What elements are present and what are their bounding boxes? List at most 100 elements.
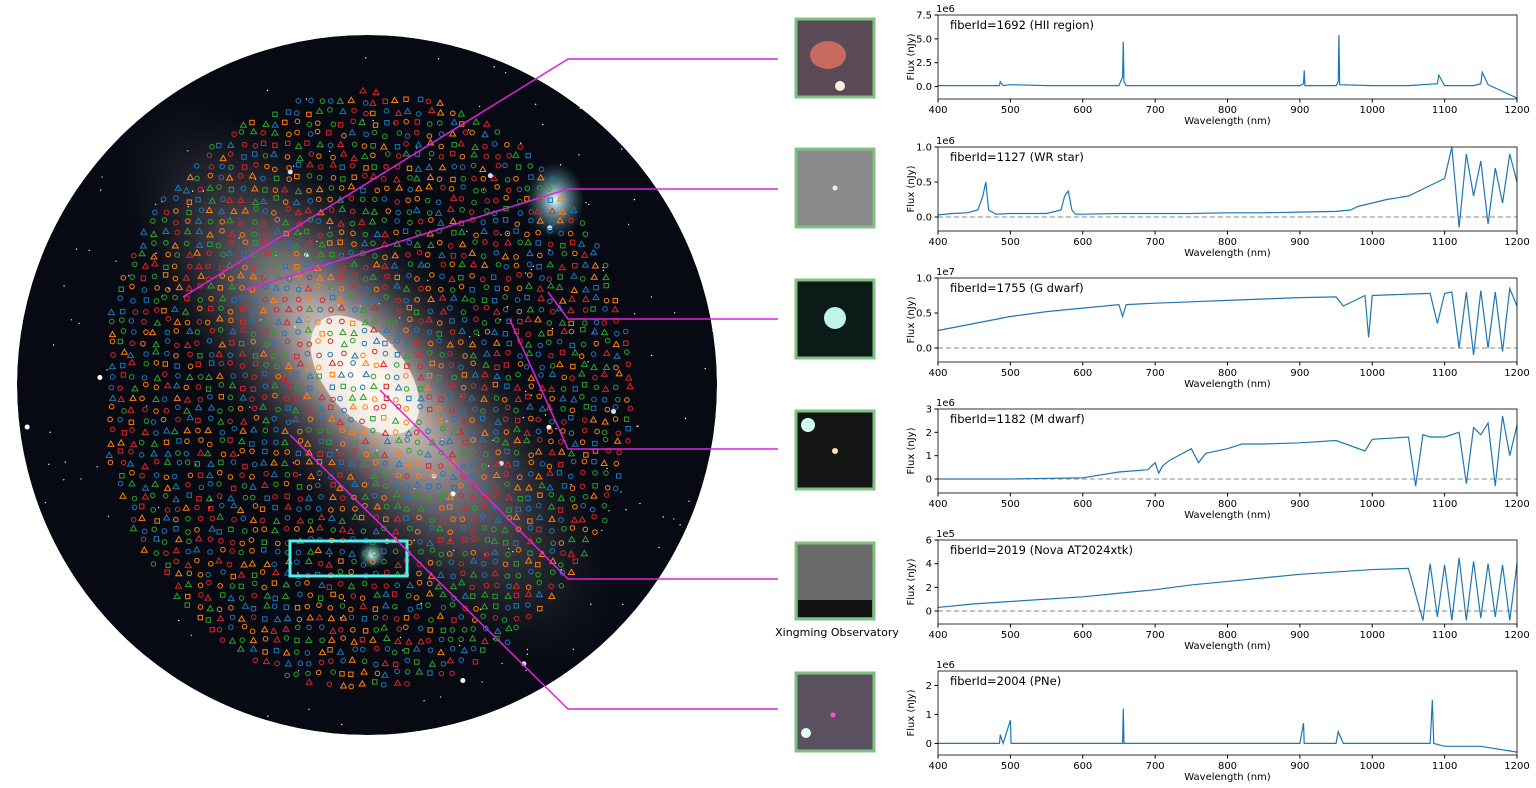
fiber-marker xyxy=(417,538,423,545)
fiber-marker xyxy=(415,473,422,479)
fiber-marker xyxy=(449,460,456,466)
x-tick-label: 500 xyxy=(1001,761,1020,772)
fiber-marker xyxy=(292,198,301,206)
fiber-marker xyxy=(350,386,357,392)
fiber-marker xyxy=(218,459,224,466)
fiber-marker xyxy=(393,362,400,368)
fiber-marker xyxy=(259,458,268,466)
fiber-marker xyxy=(153,384,160,390)
fiber-marker xyxy=(197,472,204,478)
fiber-marker xyxy=(373,405,380,411)
fiber-marker xyxy=(557,447,566,455)
fiber-marker xyxy=(511,151,520,158)
star xyxy=(399,636,402,639)
star xyxy=(99,189,102,191)
fiber-marker xyxy=(516,474,523,481)
fiber-marker xyxy=(434,209,443,216)
fiber-marker xyxy=(425,637,432,644)
fiber-marker xyxy=(468,393,476,401)
fiber-marker xyxy=(337,370,346,378)
fiber-marker xyxy=(459,206,465,213)
fiber-marker xyxy=(524,340,533,348)
fiber-marker xyxy=(150,449,158,457)
fiber-marker xyxy=(556,216,564,224)
fiber-marker xyxy=(384,374,391,380)
fiber-marker xyxy=(437,418,443,424)
y-offset-label: 1e6 xyxy=(936,136,955,147)
star xyxy=(78,322,80,325)
fiber-marker xyxy=(371,492,378,499)
fiber-marker xyxy=(218,502,225,509)
fiber-marker xyxy=(524,602,531,608)
fiber-marker xyxy=(270,353,277,360)
fiber-marker xyxy=(604,484,611,491)
fiber-marker xyxy=(306,372,314,379)
fiber-marker xyxy=(439,590,447,598)
fiber-marker xyxy=(197,353,203,359)
fiber-marker xyxy=(581,260,590,268)
fiber-marker xyxy=(549,528,555,534)
star xyxy=(458,644,461,647)
star xyxy=(500,234,502,236)
fiber-marker xyxy=(284,514,291,521)
fiber-marker xyxy=(568,430,575,437)
fiber-marker xyxy=(141,484,150,491)
fiber-marker xyxy=(459,450,466,456)
fiber-marker xyxy=(458,364,464,371)
x-tick-label: 500 xyxy=(1001,630,1020,641)
fiber-marker xyxy=(415,460,422,466)
fiber-marker xyxy=(207,281,215,289)
fiber-marker xyxy=(105,451,114,459)
fiber-marker xyxy=(504,448,510,455)
fiber-marker xyxy=(109,426,116,433)
fiber-marker xyxy=(593,284,599,291)
star xyxy=(97,374,103,380)
fiber-marker xyxy=(262,296,269,303)
fiber-marker xyxy=(446,205,455,212)
fiber-marker xyxy=(165,251,171,258)
fiber-marker xyxy=(526,537,535,545)
fiber-marker xyxy=(382,590,390,597)
spectrum-line xyxy=(937,146,1518,228)
fiber-marker xyxy=(292,471,299,478)
fiber-marker xyxy=(182,273,191,281)
fiber-marker xyxy=(602,436,609,443)
fiber-marker xyxy=(611,305,619,313)
fiber-marker xyxy=(394,668,400,675)
fiber-marker xyxy=(525,152,531,159)
fiber-marker xyxy=(271,580,278,586)
fiber-marker xyxy=(163,474,170,481)
fiber-marker xyxy=(242,372,248,379)
thumb-object xyxy=(801,418,815,432)
fiber-marker xyxy=(581,285,590,293)
fiber-marker xyxy=(591,261,600,269)
fiber-marker xyxy=(273,450,279,456)
fiber-marker xyxy=(384,273,390,280)
fiber-marker xyxy=(239,306,246,312)
fiber-marker xyxy=(226,561,233,568)
fiber-marker xyxy=(153,472,160,478)
fiber-marker xyxy=(205,494,214,502)
star xyxy=(588,203,590,206)
fiber-marker xyxy=(281,218,290,226)
fiber-marker xyxy=(329,627,337,634)
fiber-marker xyxy=(338,205,347,212)
fiber-marker xyxy=(434,582,443,590)
fiber-marker xyxy=(316,602,322,608)
fiber-marker xyxy=(194,534,203,542)
fiber-marker xyxy=(370,303,379,311)
fiber-marker xyxy=(160,196,167,203)
y-tick-label: 2 xyxy=(926,428,932,439)
fiber-marker xyxy=(262,383,269,390)
fiber-marker xyxy=(372,451,380,458)
star xyxy=(690,594,692,597)
fiber-marker xyxy=(296,516,305,524)
fiber-marker xyxy=(186,251,194,258)
fiber-marker xyxy=(525,505,532,512)
fiber-marker xyxy=(241,483,248,489)
fiber-marker xyxy=(406,447,412,454)
fiber-marker xyxy=(339,328,347,336)
fiber-marker xyxy=(126,351,135,359)
fiber-marker xyxy=(448,129,457,137)
fiber-marker xyxy=(404,133,411,139)
